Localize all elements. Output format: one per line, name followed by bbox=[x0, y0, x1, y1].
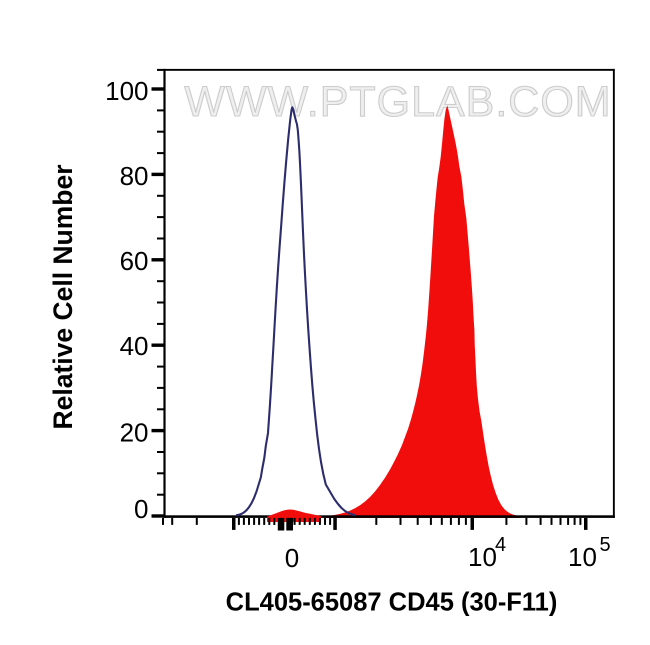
svg-text:40: 40 bbox=[120, 331, 149, 361]
svg-text:Relative Cell Number: Relative Cell Number bbox=[48, 164, 78, 429]
svg-text:10: 10 bbox=[568, 542, 597, 572]
svg-text:CL405-65087 CD45 (30-F11): CL405-65087 CD45 (30-F11) bbox=[226, 589, 558, 617]
svg-text:10: 10 bbox=[468, 542, 497, 572]
svg-text:0: 0 bbox=[285, 543, 299, 573]
svg-text:80: 80 bbox=[120, 161, 149, 191]
svg-text:60: 60 bbox=[120, 246, 149, 276]
svg-text:0: 0 bbox=[134, 494, 148, 524]
svg-text:WWW.PTGLAB.COM: WWW.PTGLAB.COM bbox=[184, 78, 611, 126]
svg-text:4: 4 bbox=[495, 534, 506, 556]
svg-text:5: 5 bbox=[600, 534, 611, 556]
svg-text:100: 100 bbox=[105, 76, 148, 106]
svg-text:20: 20 bbox=[120, 418, 149, 448]
